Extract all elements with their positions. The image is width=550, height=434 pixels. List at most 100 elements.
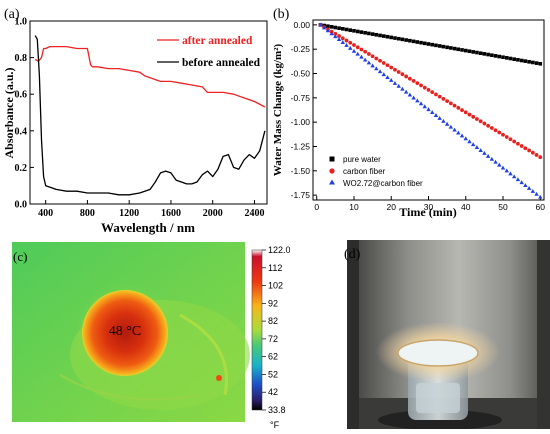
point-carbon-fiber [497,130,502,135]
point-carbon-fiber [340,36,345,41]
chart-a-ytick-label: 0.6 [15,90,28,101]
chart-b-ytick-label: -1.25 [291,141,311,151]
point-carbon-fiber [508,137,513,142]
point-wo272 [467,139,472,144]
point-pure-water [367,31,371,36]
chart-b-legend: pure water carbon fiber WO2.72@carbon fi… [329,155,423,188]
colorbar-tick-label: 33.8 [268,405,286,415]
point-pure-water [344,27,349,32]
colorbar-tick-label: 42 [268,387,278,397]
photo-right-frame [537,240,550,429]
point-wo272 [526,186,532,190]
thermal-glass-edge [179,313,228,396]
point-wo272 [426,107,431,112]
point-pure-water [516,58,520,62]
point-carbon-fiber [407,76,412,81]
hotspot-temperature-label: 48 °C [109,324,141,339]
point-carbon-fiber [419,83,423,88]
point-wo272 [493,159,498,164]
chart-a-xtick-label: 1200 [119,208,139,219]
point-carbon-fiber [493,128,498,133]
colorbar-tick-label: 52 [268,369,278,379]
colorbar-tick-label: 72 [268,334,278,344]
chart-b-ytick-label: -1.00 [291,117,311,127]
point-wo272 [351,48,357,53]
point-pure-water [501,55,505,59]
point-wo272 [333,34,338,39]
point-pure-water [434,43,438,48]
point-carbon-fiber [475,117,479,121]
point-carbon-fiber [366,52,371,56]
point-pure-water [437,44,442,48]
point-carbon-fiber [352,43,356,47]
point-carbon-fiber [374,56,379,61]
chart-a-frame [29,20,268,205]
point-pure-water [422,41,427,46]
point-pure-water [482,52,487,56]
colorbar-tick-label: 62 [268,352,278,362]
point-carbon-fiber [467,112,472,117]
point-wo272 [321,25,327,30]
legend-label-after-annealed: after annealed [182,35,253,47]
point-wo272 [385,75,390,80]
point-wo272 [448,124,454,129]
point-carbon-fiber [363,49,368,54]
point-carbon-fiber [463,110,468,115]
point-pure-water [404,38,408,42]
point-carbon-fiber [530,150,535,155]
chart-b-xtick-label: 60 [536,202,546,212]
thermal-hotspot [82,290,168,376]
point-pure-water [493,54,498,58]
chart-b-ytick-label: -0.25 [291,44,311,54]
point-wo272 [441,118,446,123]
point-pure-water [348,28,353,32]
point-carbon-fiber [389,65,394,70]
point-carbon-fiber [381,61,386,65]
chart-a-ytick-label: 0.0 [15,200,28,211]
point-wo272 [396,83,401,88]
point-wo272 [348,45,353,50]
chart-b-xtick-label: 30 [424,202,434,212]
chart-b-xlabel: Time (min) [399,205,456,219]
legend-label-pure-water: pure water [343,155,381,164]
absorber-disk [397,339,479,367]
point-carbon-fiber [456,105,461,110]
point-wo272 [452,127,457,132]
point-wo272 [400,86,405,91]
chart-a-xtick-label: 2400 [244,208,264,219]
point-carbon-fiber [478,119,483,124]
point-wo272 [325,28,331,33]
point-carbon-fiber [396,70,401,74]
point-pure-water [475,50,479,55]
point-wo272 [504,168,509,173]
chart-a-xlabel: Wavelength / nm [101,220,195,235]
point-carbon-fiber [344,38,349,43]
point-wo272 [318,22,323,27]
point-pure-water [352,29,356,33]
point-carbon-fiber [370,54,375,59]
panel-d-label: (d) [344,247,361,262]
point-carbon-fiber [404,74,409,79]
panel-b-label: (b) [273,7,290,22]
chart-a-plot [34,35,266,196]
point-pure-water [534,61,539,65]
point-wo272 [403,89,409,94]
point-carbon-fiber [519,144,524,148]
point-pure-water [523,59,528,63]
chart-a-ytick-label: 0.4 [15,126,28,137]
point-wo272 [344,42,349,47]
point-pure-water [449,46,453,50]
point-wo272 [415,98,420,103]
point-wo272 [355,51,360,56]
point-pure-water [519,58,524,63]
legend-marker-carbon-fiber [329,168,335,174]
point-carbon-fiber [445,99,450,104]
point-pure-water [381,34,386,38]
charts-svg: (a) 400 800 1200 1600 2000 24000.00.20.40.60.… [2,7,546,235]
point-pure-water [329,25,334,29]
point-wo272 [329,31,334,36]
point-wo272 [482,150,487,155]
thermal-glass-base [59,374,201,401]
point-wo272 [392,80,398,85]
panel-c-label: (c) [13,249,27,264]
